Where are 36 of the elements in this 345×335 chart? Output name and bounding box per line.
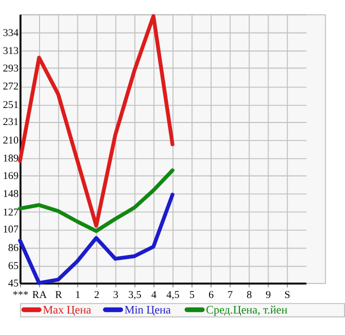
x-tick-label: S [284, 290, 290, 301]
y-tick-label: 86 [8, 242, 19, 254]
x-tick-label: 4 [151, 290, 158, 301]
x-tick-label: R [55, 290, 62, 301]
y-tick-label: 148 [2, 189, 19, 200]
y-tick-label: 210 [2, 135, 19, 146]
y-tick-label: 127 [2, 207, 19, 218]
y-tick-label: 45 [8, 278, 19, 290]
y-tick-label: 189 [2, 154, 19, 165]
line-series [18, 192, 174, 285]
y-tick-label: 313 [2, 46, 19, 58]
legend-label: Сред.Цена, т.йен [206, 304, 288, 317]
x-tick-label: 6 [208, 290, 214, 301]
legend-label: Max Цена [42, 304, 92, 317]
y-tick-label: 169 [2, 170, 19, 182]
line-series [18, 14, 174, 228]
y-tick-label: 231 [2, 117, 19, 128]
x-tick-label: 3 [113, 290, 118, 301]
x-tick-label: 5 [189, 290, 195, 301]
x-tick-label: 1 [75, 290, 80, 301]
line-series [18, 168, 174, 233]
x-tick-label: RA [32, 290, 48, 301]
y-tick-label: 272 [2, 82, 19, 93]
y-tick-label: 65 [8, 261, 19, 272]
legend-label: Min Цена [124, 304, 171, 317]
x-tick-label: 3,5 [128, 290, 142, 301]
x-tick-label: 4,5 [166, 290, 180, 301]
y-tick-label: 251 [2, 100, 19, 111]
x-tick-label: *** [12, 290, 28, 301]
y-tick-label: 293 [2, 63, 19, 74]
x-tick-label: 9 [266, 290, 271, 301]
y-tick-label: 334 [2, 28, 20, 39]
x-tick-label: 8 [246, 290, 252, 301]
x-tick-label: 2 [94, 290, 100, 301]
y-tick-label: 107 [2, 224, 19, 236]
x-tick-label: 7 [228, 290, 233, 301]
